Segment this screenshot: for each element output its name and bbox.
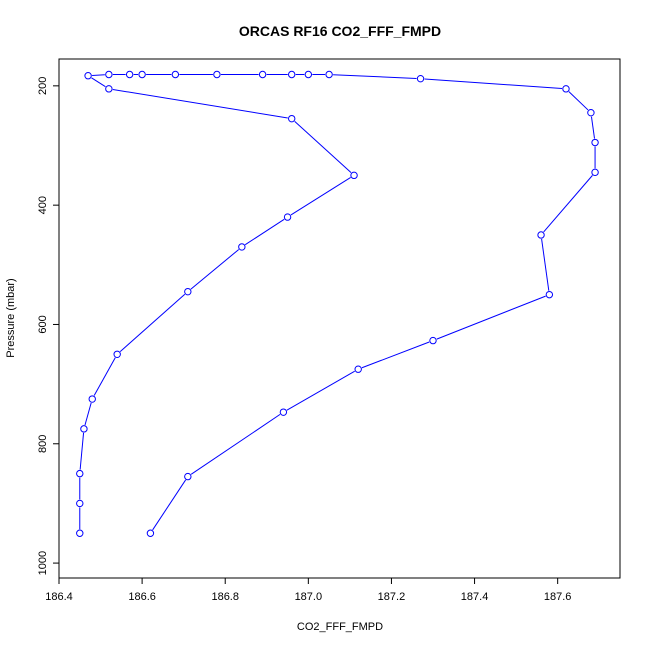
series-segment (119, 293, 186, 353)
data-point (88, 395, 96, 403)
series-segment (294, 120, 352, 174)
data-point (76, 469, 84, 478)
series-segment (568, 91, 589, 111)
data-point (138, 70, 146, 79)
series-layer (76, 70, 599, 537)
data-point (288, 114, 296, 123)
series-segment (543, 175, 593, 233)
chart-title: ORCAS RF16 CO2_FFF_FMPD (239, 23, 441, 39)
data-point (213, 70, 221, 79)
data-point (184, 472, 192, 481)
data-point (76, 499, 84, 508)
data-point (562, 85, 570, 93)
data-point (113, 350, 121, 358)
x-tick-label: 186.4 (45, 591, 73, 603)
data-point (283, 213, 292, 221)
series-segment (244, 218, 285, 246)
data-point (591, 168, 599, 177)
data-point (146, 529, 155, 537)
series-segment (152, 479, 187, 531)
data-point (537, 231, 545, 239)
data-point (184, 287, 192, 296)
series-segment (190, 249, 240, 290)
x-tick-label: 187.0 (295, 591, 323, 603)
series-segment (286, 370, 355, 411)
data-point (304, 70, 313, 79)
y-axis-label: Pressure (mbar) (5, 278, 17, 357)
y-tick-label: 400 (37, 196, 49, 214)
data-point (171, 70, 180, 79)
data-point (288, 70, 296, 79)
series-segment (590, 116, 596, 139)
series-segment (424, 78, 563, 90)
x-tick-label: 187.6 (544, 591, 572, 603)
data-point (416, 74, 425, 83)
data-point (105, 85, 113, 93)
data-point (587, 108, 595, 117)
data-point (258, 70, 267, 79)
data-point (429, 336, 437, 345)
series-segment (92, 74, 105, 76)
data-point (354, 365, 362, 373)
plot-frame (58, 58, 621, 579)
data-point (238, 243, 246, 251)
series-segment (361, 341, 430, 369)
series-segment (436, 295, 546, 340)
data-point (350, 171, 358, 180)
data-point (279, 408, 288, 416)
data-point (125, 70, 134, 79)
x-tick-label: 186.8 (211, 591, 239, 603)
data-point (591, 138, 599, 147)
series-segment (333, 74, 417, 80)
y-tick-label: 1000 (37, 551, 49, 575)
data-point (80, 425, 88, 433)
data-point (105, 70, 113, 79)
data-point (325, 70, 333, 79)
series-segment (93, 357, 116, 396)
y-tick-label: 800 (37, 435, 49, 453)
data-point (545, 290, 554, 299)
y-tick-label: 200 (37, 77, 49, 95)
series-segment (541, 238, 550, 291)
series-segment (84, 402, 92, 426)
x-axis: 186.4 186.6 186.8 187.0 187.2 187.4 187.6 (45, 577, 572, 603)
series-segment (290, 177, 351, 216)
y-axis: 200 400 600 800 1000 (37, 77, 60, 575)
series-segment (79, 432, 85, 470)
series-segment (190, 413, 281, 475)
series-segment (112, 88, 288, 119)
series-segment (91, 77, 106, 88)
y-tick-label: 600 (37, 315, 49, 333)
x-tick-label: 186.6 (128, 591, 156, 603)
data-point (76, 529, 84, 537)
x-axis-label: CO2_FFF_FMPD (297, 621, 383, 633)
data-point (84, 72, 92, 80)
x-tick-label: 187.2 (378, 591, 406, 603)
x-tick-label: 187.4 (461, 591, 489, 603)
